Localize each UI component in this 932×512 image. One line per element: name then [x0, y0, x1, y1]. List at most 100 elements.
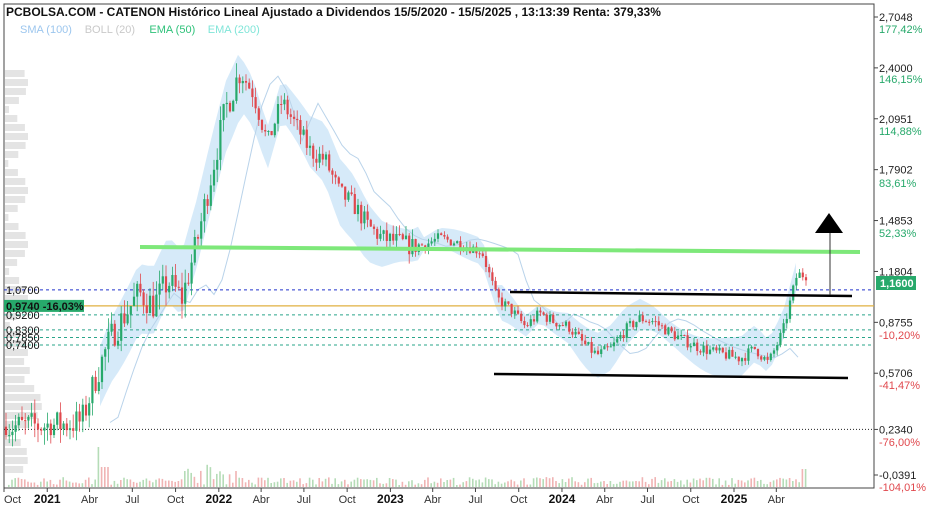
volume-bar — [120, 480, 122, 487]
x-tick-label: Oct — [167, 494, 184, 506]
volume-bar — [104, 467, 106, 487]
candle-body — [14, 425, 17, 432]
candle-body — [337, 177, 340, 184]
volume-profile-bar — [5, 340, 27, 347]
volume-bar — [113, 480, 116, 487]
volume-bar — [84, 479, 87, 487]
volume-bar — [472, 478, 474, 487]
volume-bar — [385, 483, 388, 487]
volume-bar — [312, 479, 314, 487]
candle-body — [734, 356, 737, 358]
candle-body — [350, 192, 353, 195]
candle-body — [516, 310, 520, 314]
volume-bar — [123, 477, 125, 487]
candle-body — [270, 131, 273, 136]
y-tick-label: 2,0951 — [879, 114, 913, 126]
candle-body — [804, 277, 808, 281]
candle-body — [88, 403, 91, 416]
candle-body — [206, 199, 209, 206]
y-tick-label: 1,1804 — [879, 266, 913, 278]
candle-body — [408, 235, 411, 255]
volume-bar — [379, 483, 381, 487]
volume-profile-bar — [5, 187, 28, 194]
x-tick-label: Abr — [424, 494, 441, 506]
volume-profile-bar — [5, 88, 26, 95]
volume-bar — [539, 478, 541, 487]
volume-bar — [292, 480, 295, 487]
candle-body — [107, 331, 110, 350]
volume-bar — [497, 481, 500, 487]
volume-bar — [619, 481, 621, 487]
candle-body — [110, 323, 113, 332]
candle-body — [376, 228, 379, 239]
volume-bar — [280, 478, 282, 487]
candle-body — [446, 236, 449, 240]
y-tick-label: 2,7048 — [879, 12, 913, 24]
candle-body — [363, 211, 366, 224]
candle-body — [702, 345, 705, 353]
candle-body — [328, 154, 331, 171]
volume-bar — [376, 477, 378, 487]
candle-body — [360, 204, 363, 224]
pct-tick-label: 114,88% — [879, 126, 922, 138]
candle-body — [312, 145, 315, 159]
volume-bar — [398, 485, 400, 487]
candle-body — [638, 315, 641, 322]
volume-bar — [500, 483, 503, 487]
candlesticks — [4, 63, 808, 447]
volume-bar — [532, 478, 535, 487]
candle-body — [552, 314, 555, 323]
y-tick-label: 0,8755 — [879, 317, 913, 329]
volume-bar — [17, 477, 20, 487]
candle-body — [612, 342, 616, 347]
volume-bar — [33, 482, 36, 487]
candle-body — [750, 346, 753, 349]
candle-body — [449, 239, 452, 246]
volume-bar — [100, 467, 103, 487]
candle-body — [388, 233, 392, 241]
x-tick-label: 2023 — [377, 492, 404, 506]
volume-bar — [520, 480, 522, 487]
legend: SMA (100) BOLL (20) EMA (50) EMA (200) — [20, 24, 260, 36]
candle-body — [507, 301, 510, 304]
volume-profile-bar — [5, 367, 30, 374]
candle-body — [401, 234, 404, 240]
volume-bar — [350, 481, 352, 487]
candle-body — [129, 306, 132, 315]
volume-bar — [225, 484, 228, 487]
candle-body — [283, 99, 286, 105]
volume-bar — [8, 484, 10, 487]
volume-bar — [712, 478, 714, 487]
candle-body — [177, 286, 180, 288]
candle-body — [155, 294, 158, 317]
volume-bar — [353, 479, 356, 487]
volume-bar — [446, 480, 448, 487]
volume-bar — [36, 484, 39, 487]
current-price-badge-bg — [876, 276, 916, 290]
pct-tick-label: 52,33% — [879, 228, 917, 240]
candle-body — [20, 416, 24, 420]
candle-body — [315, 158, 318, 163]
volume-bar — [315, 484, 317, 487]
volume-bar — [523, 478, 525, 487]
candle-body — [286, 99, 289, 115]
volume-bar — [481, 482, 484, 487]
volume-bar — [696, 480, 698, 487]
volume-bar — [286, 482, 288, 487]
level-label-3: 0,8300 — [6, 325, 40, 337]
candle-body — [430, 241, 433, 244]
volume-bar — [155, 479, 157, 487]
candle-body — [30, 413, 33, 417]
volume-bar — [94, 479, 96, 487]
volume-bar — [616, 483, 618, 487]
volume-bar — [708, 477, 711, 487]
candle-body — [139, 283, 142, 293]
volume-bar — [427, 477, 429, 487]
volume-bar — [30, 482, 32, 487]
candle-body — [740, 358, 744, 362]
volume-bar — [792, 481, 794, 487]
volume-bar — [574, 481, 576, 487]
candle-body — [769, 353, 772, 360]
candle-body — [356, 204, 360, 215]
candle-body — [747, 348, 750, 361]
